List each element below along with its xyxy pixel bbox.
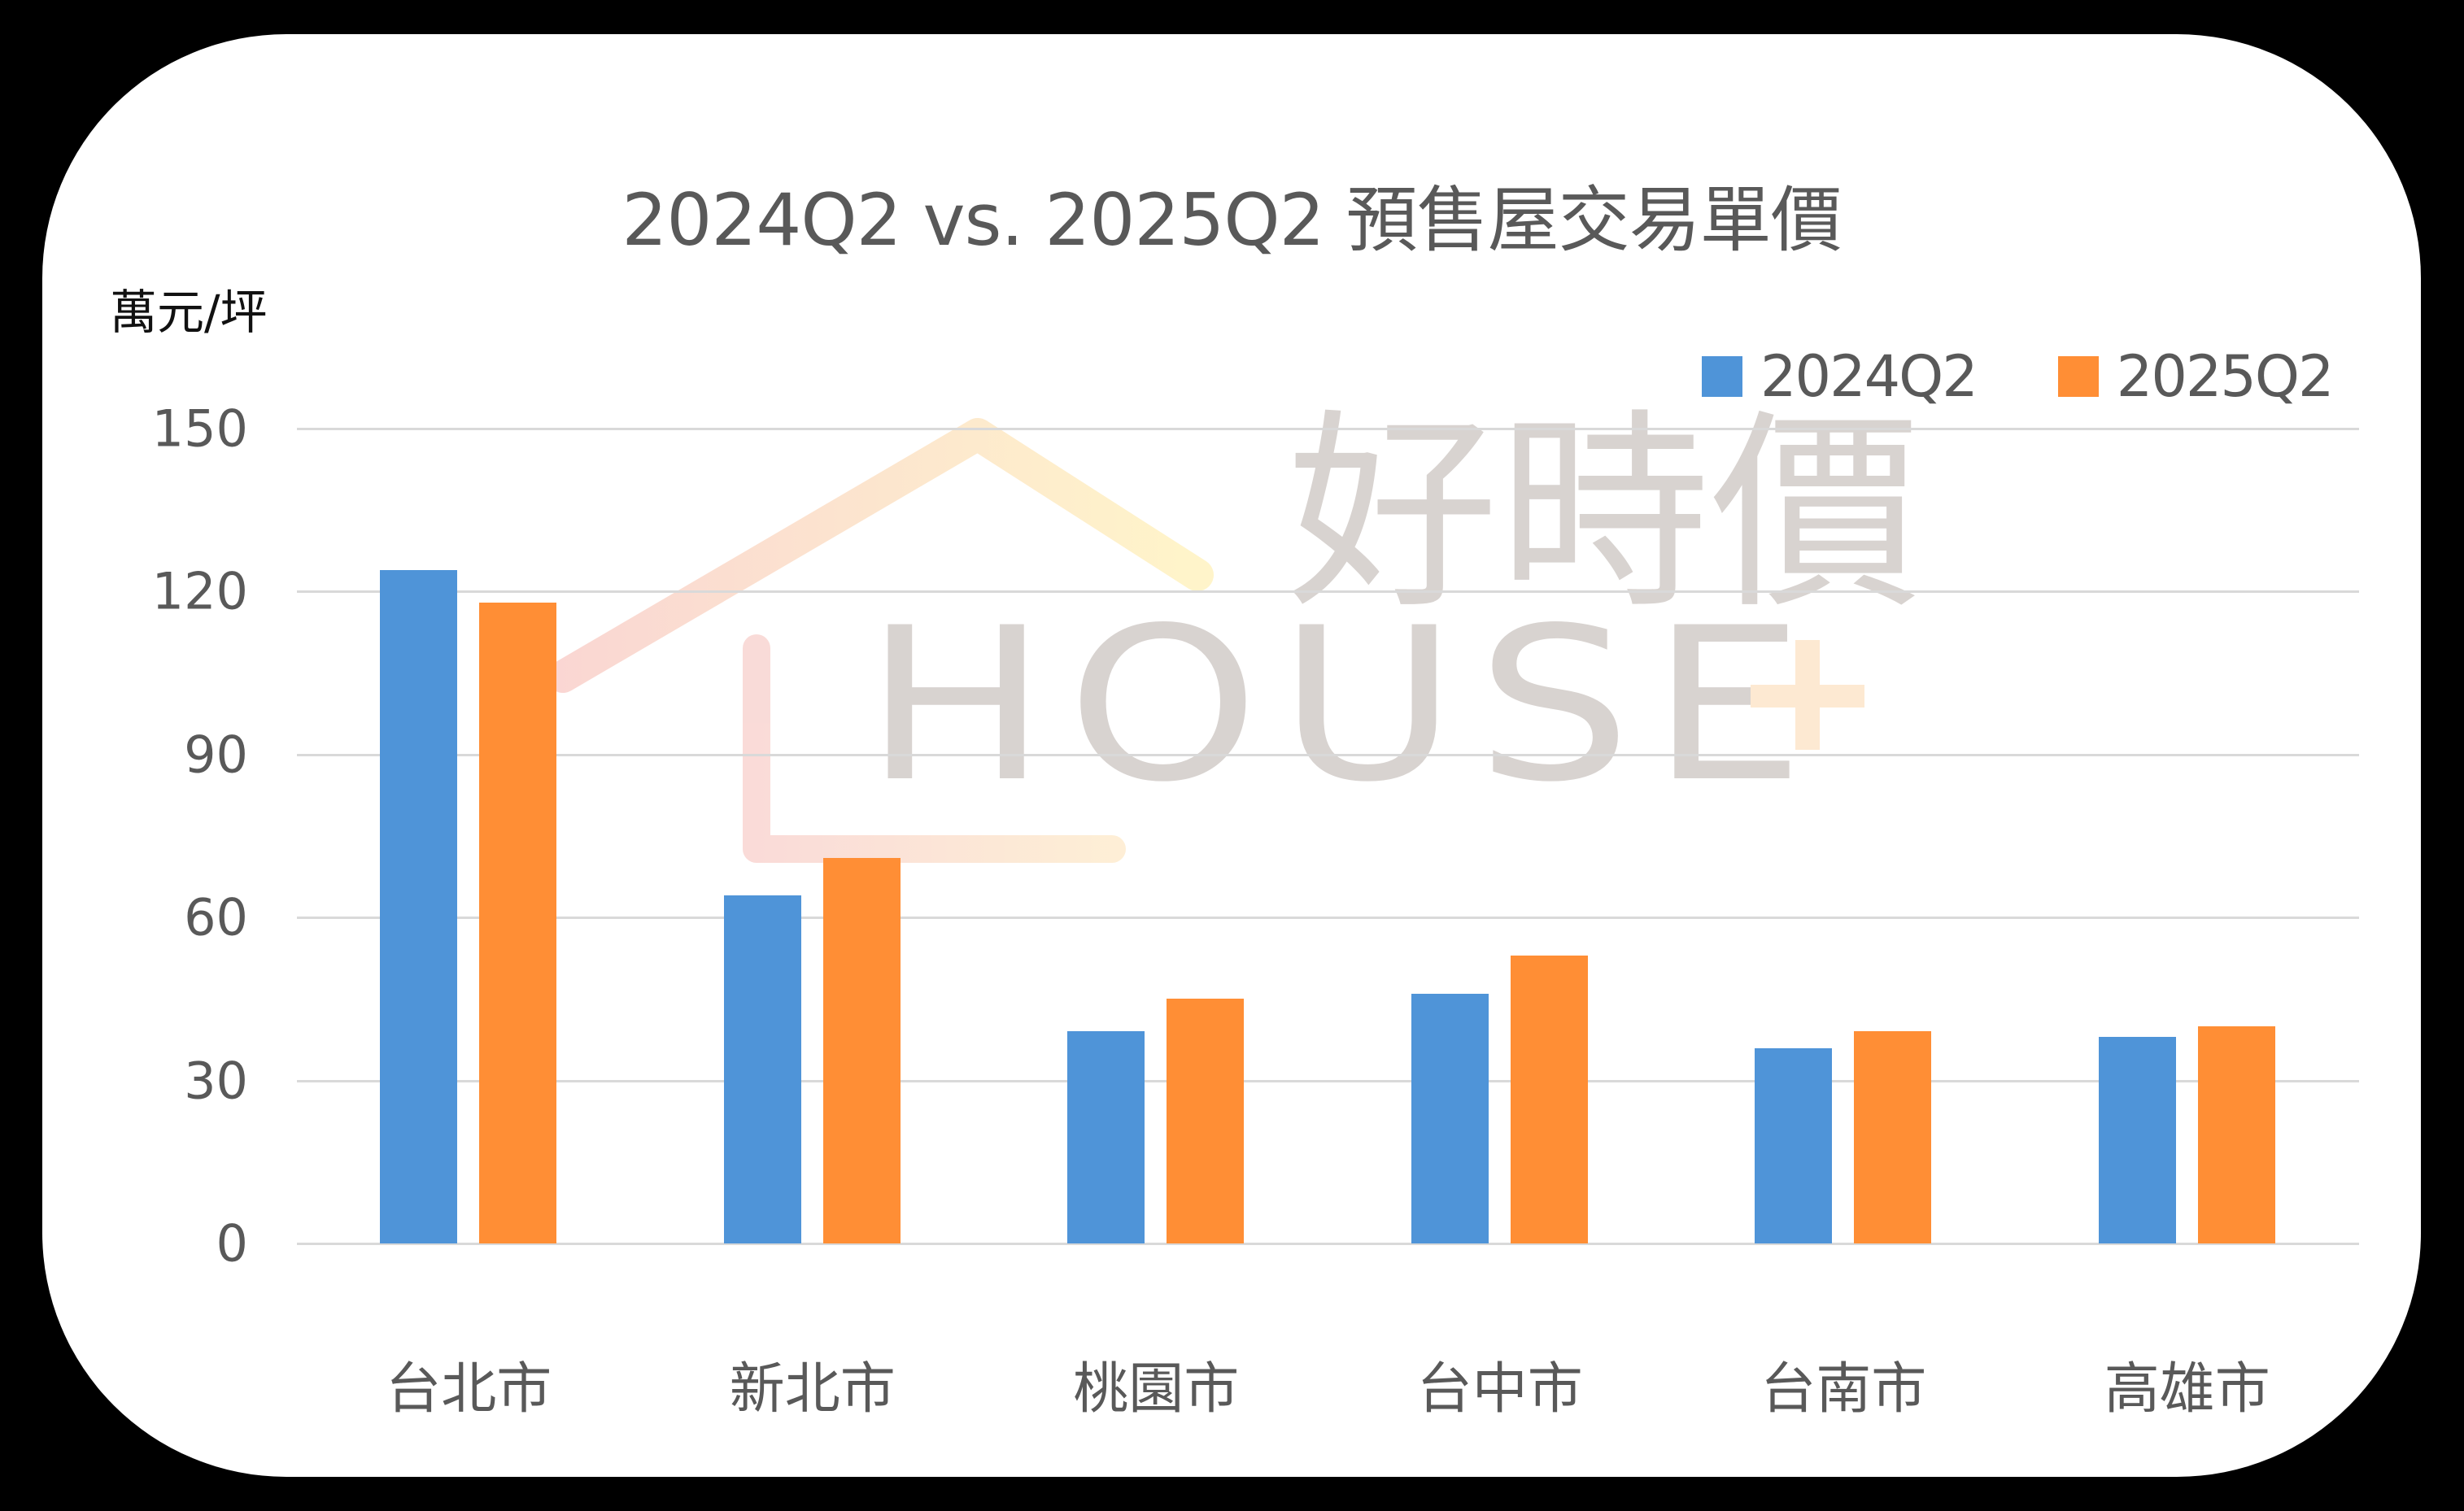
chart-legend: 2024Q2 2025Q2	[1702, 343, 2414, 410]
bar-group	[2016, 429, 2360, 1243]
y-tick-label: 30	[184, 1051, 248, 1111]
bar[interactable]	[2098, 1037, 2176, 1243]
x-axis-labels: 台北市 新北市 桃園市 台中市 台南市 高雄市	[297, 1343, 2359, 1424]
legend-swatch-blue-icon	[1702, 356, 1742, 397]
chart-card: 好時價 HOUSE 2024Q2 vs. 2025Q2 預售屋交易單價 萬元/坪…	[42, 34, 2421, 1477]
chart-title: 2024Q2 vs. 2025Q2 預售屋交易單價	[621, 178, 1842, 262]
x-label-taipei: 台北市	[386, 1357, 552, 1422]
plot-area: 0 30 60 90 120 150	[152, 399, 2359, 1274]
gridline	[297, 917, 2359, 920]
legend-label: 2025Q2	[2116, 343, 2335, 410]
legend-swatch-orange-icon	[2057, 356, 2099, 397]
gridline	[297, 590, 2359, 594]
bar[interactable]	[479, 602, 556, 1243]
bar-group	[1672, 429, 2016, 1243]
bar[interactable]	[723, 895, 801, 1243]
bar-groups	[297, 429, 2359, 1243]
legend-label: 2024Q2	[1760, 343, 1978, 410]
x-label-taoyuan: 桃園市	[1073, 1357, 1240, 1422]
y-tick-label: 60	[184, 887, 248, 947]
gridline	[297, 1079, 2359, 1082]
x-label-taichung: 台中市	[1416, 1357, 1583, 1422]
legend-item-2024q2[interactable]: 2024Q2	[1702, 343, 1978, 410]
x-label-tainan: 台南市	[1760, 1357, 1927, 1422]
y-tick-label: 150	[151, 398, 248, 459]
x-label-new-taipei: 新北市	[729, 1357, 896, 1422]
x-label-kaohsiung: 高雄市	[2104, 1357, 2270, 1422]
bar[interactable]	[822, 857, 901, 1243]
y-axis-unit-label: 萬元/坪	[110, 285, 268, 340]
bar-group	[1328, 429, 1672, 1243]
bar[interactable]	[380, 569, 457, 1243]
bar[interactable]	[1067, 1031, 1145, 1243]
bar-group	[297, 429, 641, 1243]
gridline	[297, 1243, 2359, 1245]
y-tick-label: 90	[184, 725, 248, 785]
y-tick-label: 0	[216, 1213, 248, 1274]
y-tick-label: 120	[151, 561, 248, 621]
gridline	[297, 428, 2359, 430]
bar[interactable]	[1854, 1031, 1931, 1243]
bar[interactable]	[1167, 999, 1244, 1243]
bar[interactable]	[1411, 993, 1489, 1243]
bar-group	[641, 429, 985, 1243]
bar[interactable]	[1510, 955, 1588, 1243]
bar[interactable]	[2197, 1025, 2275, 1243]
legend-item-2025q2[interactable]: 2025Q2	[2057, 343, 2335, 410]
bar[interactable]	[1755, 1047, 1832, 1243]
gridline	[297, 753, 2359, 756]
bar-group	[984, 429, 1328, 1243]
